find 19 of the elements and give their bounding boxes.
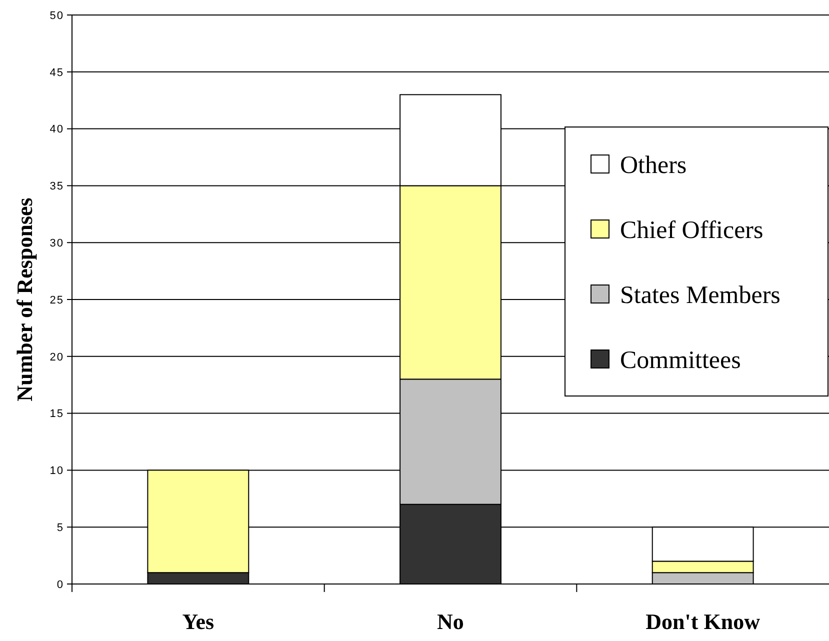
x-tick-label: No xyxy=(437,609,464,634)
y-tick-label: 35 xyxy=(50,180,64,193)
y-tick-label: 30 xyxy=(50,237,64,250)
y-tick-label: 45 xyxy=(50,66,64,79)
legend-label: States Members xyxy=(620,282,780,309)
legend-label: Chief Officers xyxy=(620,216,764,244)
y-tick-label: 5 xyxy=(56,522,64,534)
legend-label: Committees xyxy=(620,346,741,374)
y-tick-label: 10 xyxy=(50,465,64,478)
y-tick-label: 50 xyxy=(50,10,64,22)
y-tick-label: 25 xyxy=(50,294,64,306)
y-tick-label: 0 xyxy=(56,578,64,591)
y-tick-label: 15 xyxy=(50,408,64,420)
y-tick-label: 20 xyxy=(50,351,64,364)
y-axis-title: Number of Responses xyxy=(12,197,37,402)
x-tick-label: Yes xyxy=(182,609,214,634)
y-tick-label: 40 xyxy=(50,124,64,136)
legend-label: Others xyxy=(620,152,687,179)
x-tick-label: Don't Know xyxy=(646,609,760,634)
